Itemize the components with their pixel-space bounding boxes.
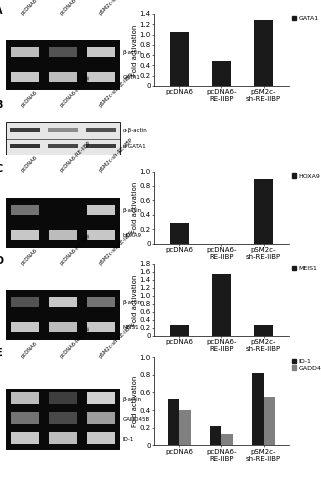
Bar — [179, 410, 191, 445]
Text: β-actin: β-actin — [122, 50, 142, 56]
Text: pcDNA6: pcDNA6 — [20, 0, 39, 16]
Text: β-actin: β-actin — [122, 397, 142, 402]
Text: D: D — [0, 256, 4, 266]
Text: β-actin: β-actin — [122, 208, 142, 213]
Legend: GATA1: GATA1 — [292, 16, 318, 21]
Y-axis label: Fold activation: Fold activation — [132, 24, 138, 76]
Text: α-GATA1: α-GATA1 — [122, 144, 146, 150]
Bar — [170, 32, 189, 86]
Text: pcDNA6: pcDNA6 — [20, 155, 39, 174]
Bar — [212, 274, 231, 336]
Text: pSM2c-sh-RE-IIBP: pSM2c-sh-RE-IIBP — [98, 138, 134, 173]
Text: ID-1: ID-1 — [122, 438, 134, 442]
Text: B: B — [0, 100, 3, 110]
Text: pSM2c-sh-RE-IIBP: pSM2c-sh-RE-IIBP — [98, 323, 134, 359]
Y-axis label: Fold activation: Fold activation — [132, 376, 138, 427]
Y-axis label: Fold activation: Fold activation — [132, 182, 138, 233]
Bar — [170, 325, 189, 336]
Text: E: E — [0, 348, 2, 358]
Text: pcDNA6: pcDNA6 — [20, 248, 39, 266]
Text: pcDNA6-RE-IIBP: pcDNA6-RE-IIBP — [59, 326, 92, 359]
Bar — [212, 62, 231, 86]
Y-axis label: Fold activation: Fold activation — [132, 274, 138, 326]
Bar — [254, 178, 273, 244]
Text: pcDNA6-RE-IIBP: pcDNA6-RE-IIBP — [59, 0, 92, 16]
Legend: ID-1, GADD45B: ID-1, GADD45B — [292, 358, 321, 370]
Text: MEIS1: MEIS1 — [122, 325, 139, 330]
Bar — [221, 434, 233, 445]
Text: A: A — [0, 6, 3, 16]
Legend: HOXA9: HOXA9 — [292, 173, 320, 178]
Bar — [170, 224, 189, 244]
Text: pSM2c-sh-RE-IIBP: pSM2c-sh-RE-IIBP — [98, 0, 134, 16]
Text: pcDNA6: pcDNA6 — [20, 89, 39, 108]
Bar — [252, 373, 264, 445]
Text: pcDNA6: pcDNA6 — [20, 340, 39, 359]
Bar — [254, 325, 273, 336]
Text: pSM2c-sh-RE-IIBP: pSM2c-sh-RE-IIBP — [98, 230, 134, 266]
Text: pSM2c-sh-RE-IIBP: pSM2c-sh-RE-IIBP — [98, 72, 134, 108]
Bar — [210, 426, 221, 445]
Text: pcDNA6-RE-IIBP: pcDNA6-RE-IIBP — [59, 140, 92, 173]
Bar — [254, 20, 273, 86]
Text: α-β-actin: α-β-actin — [122, 128, 147, 133]
Text: pcDNA6-RE-IIBP: pcDNA6-RE-IIBP — [59, 233, 92, 266]
Bar — [264, 397, 275, 445]
Text: GATA1: GATA1 — [122, 75, 140, 80]
Legend: MEIS1: MEIS1 — [292, 266, 317, 271]
Text: β-actin: β-actin — [122, 300, 142, 306]
Text: GADD45B: GADD45B — [122, 418, 150, 422]
Bar — [168, 400, 179, 445]
Text: HOXA9: HOXA9 — [122, 232, 141, 237]
Text: C: C — [0, 164, 3, 173]
Text: pcDNA6-RE-IIBP: pcDNA6-RE-IIBP — [59, 74, 92, 108]
